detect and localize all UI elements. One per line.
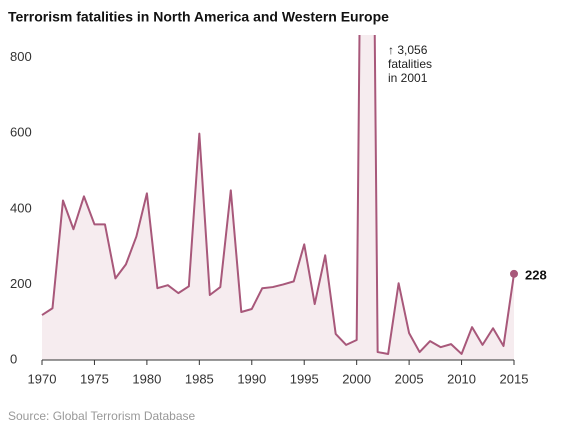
x-tick-label: 1990 xyxy=(237,371,266,386)
end-point xyxy=(510,269,518,278)
x-tick-label: 1975 xyxy=(80,371,109,386)
x-tick-label: 2010 xyxy=(447,371,476,386)
x-tick-label: 1970 xyxy=(28,371,57,386)
y-tick-label: 400 xyxy=(10,200,32,215)
source: Source: Global Terrorism Database xyxy=(8,409,196,423)
value-label: 228 xyxy=(525,267,547,282)
y-tick-label: 600 xyxy=(10,125,32,140)
y-tick-label: 0 xyxy=(10,351,17,366)
annotation: in 2001 xyxy=(388,71,428,85)
line xyxy=(41,35,515,355)
x-tick-label: 2000 xyxy=(342,371,371,386)
x-tick-label: 1995 xyxy=(290,371,319,386)
chart-title: Terrorism fatalities in North America an… xyxy=(8,9,389,25)
x-tick-label: 1980 xyxy=(132,371,161,386)
x-tick-label: 2005 xyxy=(395,371,424,386)
annotation: ↑ 3,056 xyxy=(388,43,428,57)
y-tick-label: 200 xyxy=(10,276,32,291)
area xyxy=(42,35,514,360)
y-tick-label: 800 xyxy=(10,49,32,64)
x-tick-label: 1985 xyxy=(185,371,214,386)
annotation: fatalities xyxy=(388,57,432,71)
plot-area xyxy=(41,35,515,360)
x-tick-label: 2015 xyxy=(500,371,529,386)
